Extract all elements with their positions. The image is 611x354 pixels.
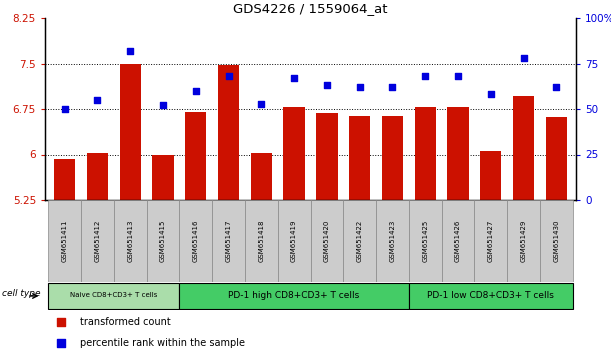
Bar bbox=[152, 154, 174, 200]
Bar bbox=[310, 200, 343, 282]
Text: GSM651418: GSM651418 bbox=[258, 220, 265, 262]
Bar bbox=[507, 200, 540, 282]
Bar bbox=[442, 200, 474, 282]
Bar bbox=[540, 200, 573, 282]
Bar bbox=[245, 200, 278, 282]
Text: percentile rank within the sample: percentile rank within the sample bbox=[79, 338, 244, 348]
Point bbox=[552, 84, 562, 90]
Bar bbox=[316, 113, 337, 200]
Point bbox=[56, 320, 66, 325]
Text: GSM651412: GSM651412 bbox=[95, 220, 100, 262]
Text: GSM651426: GSM651426 bbox=[455, 220, 461, 262]
Text: GSM651413: GSM651413 bbox=[127, 220, 133, 262]
Bar bbox=[409, 284, 573, 309]
Text: GSM651427: GSM651427 bbox=[488, 220, 494, 262]
Text: GSM651430: GSM651430 bbox=[554, 220, 559, 262]
Bar bbox=[180, 200, 212, 282]
Bar bbox=[87, 153, 108, 200]
Bar bbox=[480, 151, 502, 200]
Point bbox=[420, 73, 430, 79]
Point bbox=[257, 101, 266, 106]
Bar bbox=[218, 65, 240, 200]
Bar bbox=[343, 200, 376, 282]
Bar bbox=[415, 107, 436, 200]
Bar bbox=[409, 200, 442, 282]
Text: GSM651422: GSM651422 bbox=[357, 220, 363, 262]
Bar bbox=[513, 96, 534, 200]
Bar bbox=[376, 200, 409, 282]
Point bbox=[289, 75, 299, 81]
Point bbox=[322, 82, 332, 88]
Point bbox=[355, 84, 365, 90]
Point bbox=[387, 84, 397, 90]
Text: cell type: cell type bbox=[2, 289, 41, 298]
Bar bbox=[447, 107, 469, 200]
Text: transformed count: transformed count bbox=[79, 317, 170, 327]
Point bbox=[60, 106, 70, 112]
Bar bbox=[546, 117, 567, 200]
Text: GSM651417: GSM651417 bbox=[225, 220, 232, 262]
Text: GSM651429: GSM651429 bbox=[521, 220, 527, 262]
Text: PD-1 low CD8+CD3+ T cells: PD-1 low CD8+CD3+ T cells bbox=[427, 291, 554, 300]
Point bbox=[519, 55, 529, 61]
Text: GSM651423: GSM651423 bbox=[389, 220, 395, 262]
Text: GSM651411: GSM651411 bbox=[62, 220, 68, 262]
Point bbox=[125, 48, 135, 53]
Bar bbox=[474, 200, 507, 282]
Bar bbox=[212, 200, 245, 282]
Bar bbox=[120, 63, 141, 200]
Bar bbox=[278, 200, 310, 282]
Bar bbox=[251, 153, 272, 200]
Text: GSM651416: GSM651416 bbox=[193, 220, 199, 262]
Bar bbox=[349, 116, 370, 200]
Bar bbox=[54, 159, 75, 200]
Bar bbox=[180, 284, 409, 309]
Point bbox=[486, 92, 496, 97]
Bar bbox=[147, 200, 180, 282]
Bar bbox=[48, 284, 180, 309]
Text: GSM651415: GSM651415 bbox=[160, 220, 166, 262]
Text: GSM651419: GSM651419 bbox=[291, 220, 297, 262]
Point bbox=[191, 88, 200, 93]
Title: GDS4226 / 1559064_at: GDS4226 / 1559064_at bbox=[233, 2, 388, 16]
Point bbox=[56, 340, 66, 346]
Text: GSM651425: GSM651425 bbox=[422, 220, 428, 262]
Bar bbox=[114, 200, 147, 282]
Point bbox=[92, 97, 102, 103]
Bar bbox=[284, 107, 305, 200]
Bar bbox=[185, 112, 207, 200]
Text: PD-1 high CD8+CD3+ T cells: PD-1 high CD8+CD3+ T cells bbox=[229, 291, 360, 300]
Point bbox=[158, 103, 168, 108]
Bar bbox=[382, 116, 403, 200]
Bar bbox=[81, 200, 114, 282]
Point bbox=[224, 73, 233, 79]
Text: GSM651420: GSM651420 bbox=[324, 220, 330, 262]
Bar bbox=[48, 200, 81, 282]
Point bbox=[453, 73, 463, 79]
Text: Naive CD8+CD3+ T cells: Naive CD8+CD3+ T cells bbox=[70, 292, 158, 298]
